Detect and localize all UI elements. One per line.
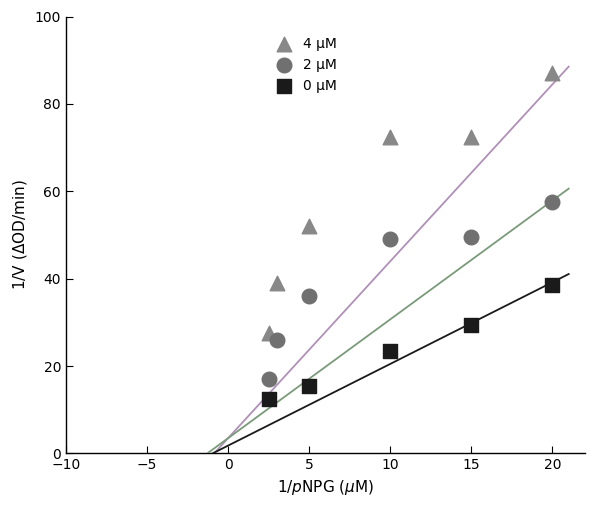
2 μM bbox=[264, 375, 274, 383]
4 μM bbox=[548, 69, 557, 77]
Legend: 4 μM, 2 μM, 0 μM: 4 μM, 2 μM, 0 μM bbox=[270, 37, 337, 92]
0 μM bbox=[305, 382, 314, 390]
0 μM bbox=[386, 347, 395, 355]
2 μM bbox=[548, 198, 557, 206]
0 μM bbox=[548, 281, 557, 290]
4 μM bbox=[272, 279, 281, 287]
0 μM bbox=[467, 321, 476, 329]
4 μM bbox=[467, 133, 476, 141]
2 μM bbox=[467, 233, 476, 241]
4 μM bbox=[386, 133, 395, 141]
4 μM bbox=[264, 329, 274, 337]
0 μM bbox=[264, 395, 274, 403]
X-axis label: 1/$p$NPG ($\mu$M): 1/$p$NPG ($\mu$M) bbox=[277, 478, 374, 497]
2 μM bbox=[272, 336, 281, 344]
2 μM bbox=[305, 292, 314, 300]
4 μM bbox=[305, 222, 314, 230]
Y-axis label: 1/V ($\Delta$OD/min): 1/V ($\Delta$OD/min) bbox=[11, 180, 29, 291]
2 μM bbox=[386, 235, 395, 243]
